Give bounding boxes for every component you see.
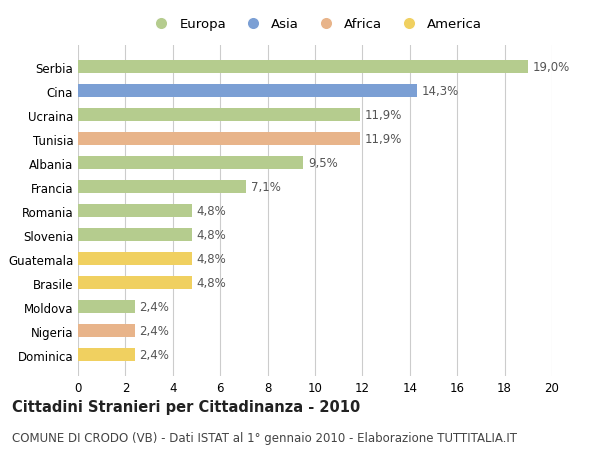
Text: 2,4%: 2,4%: [140, 348, 169, 361]
Bar: [78, 252, 192, 266]
Text: 4,8%: 4,8%: [197, 252, 226, 265]
Text: COMUNE DI CRODO (VB) - Dati ISTAT al 1° gennaio 2010 - Elaborazione TUTTITALIA.I: COMUNE DI CRODO (VB) - Dati ISTAT al 1° …: [12, 431, 517, 444]
Text: 11,9%: 11,9%: [365, 133, 402, 146]
Text: 7,1%: 7,1%: [251, 181, 281, 194]
Legend: Europa, Asia, Africa, America: Europa, Asia, Africa, America: [143, 13, 487, 36]
Text: 4,8%: 4,8%: [197, 229, 226, 241]
Bar: [78, 133, 360, 146]
Bar: [78, 157, 303, 170]
Bar: [78, 85, 417, 98]
Bar: [78, 324, 135, 337]
Text: 11,9%: 11,9%: [365, 109, 402, 122]
Bar: [78, 61, 529, 74]
Text: 2,4%: 2,4%: [140, 325, 169, 337]
Bar: [78, 205, 192, 218]
Bar: [78, 181, 246, 194]
Bar: [78, 348, 135, 361]
Text: Cittadini Stranieri per Cittadinanza - 2010: Cittadini Stranieri per Cittadinanza - 2…: [12, 399, 360, 414]
Bar: [78, 276, 192, 290]
Text: 2,4%: 2,4%: [140, 300, 169, 313]
Bar: [78, 300, 135, 313]
Bar: [78, 109, 360, 122]
Text: 4,8%: 4,8%: [197, 205, 226, 218]
Text: 19,0%: 19,0%: [533, 61, 570, 74]
Text: 4,8%: 4,8%: [197, 276, 226, 290]
Text: 14,3%: 14,3%: [422, 85, 459, 98]
Bar: [78, 229, 192, 241]
Text: 9,5%: 9,5%: [308, 157, 338, 170]
